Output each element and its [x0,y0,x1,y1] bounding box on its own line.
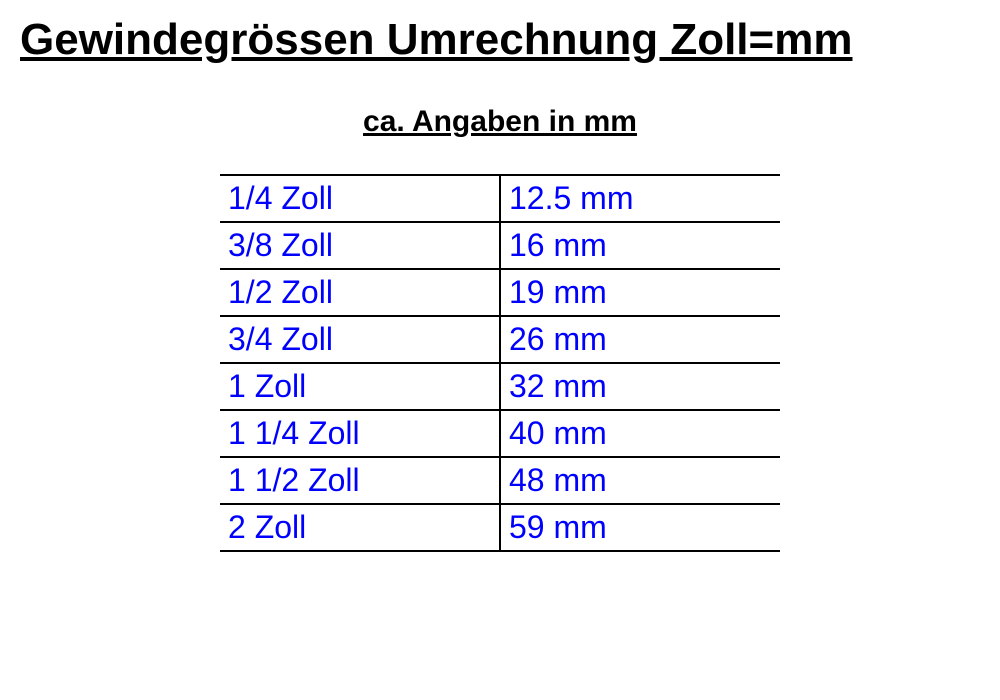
zoll-cell: 1/4 Zoll [220,175,500,222]
zoll-cell: 3/4 Zoll [220,316,500,363]
zoll-cell: 1 1/2 Zoll [220,457,500,504]
table-row: 1/4 Zoll 12.5 mm [220,175,780,222]
mm-cell: 59 mm [500,504,780,551]
mm-cell: 48 mm [500,457,780,504]
conversion-table: 1/4 Zoll 12.5 mm 3/8 Zoll 16 mm 1/2 Zoll… [220,174,780,552]
mm-cell: 12.5 mm [500,175,780,222]
table-row: 1/2 Zoll 19 mm [220,269,780,316]
table-row: 3/4 Zoll 26 mm [220,316,780,363]
table-container: 1/4 Zoll 12.5 mm 3/8 Zoll 16 mm 1/2 Zoll… [0,174,1000,552]
mm-cell: 32 mm [500,363,780,410]
zoll-cell: 3/8 Zoll [220,222,500,269]
zoll-cell: 1 1/4 Zoll [220,410,500,457]
page-subtitle: ca. Angaben in mm [0,105,1000,139]
mm-cell: 40 mm [500,410,780,457]
page-title: Gewindegrössen Umrechnung Zoll=mm [0,15,1000,65]
zoll-cell: 1 Zoll [220,363,500,410]
mm-cell: 26 mm [500,316,780,363]
table-row: 2 Zoll 59 mm [220,504,780,551]
zoll-cell: 2 Zoll [220,504,500,551]
table-row: 3/8 Zoll 16 mm [220,222,780,269]
table-row: 1 1/4 Zoll 40 mm [220,410,780,457]
mm-cell: 16 mm [500,222,780,269]
table-row: 1 Zoll 32 mm [220,363,780,410]
mm-cell: 19 mm [500,269,780,316]
zoll-cell: 1/2 Zoll [220,269,500,316]
table-row: 1 1/2 Zoll 48 mm [220,457,780,504]
